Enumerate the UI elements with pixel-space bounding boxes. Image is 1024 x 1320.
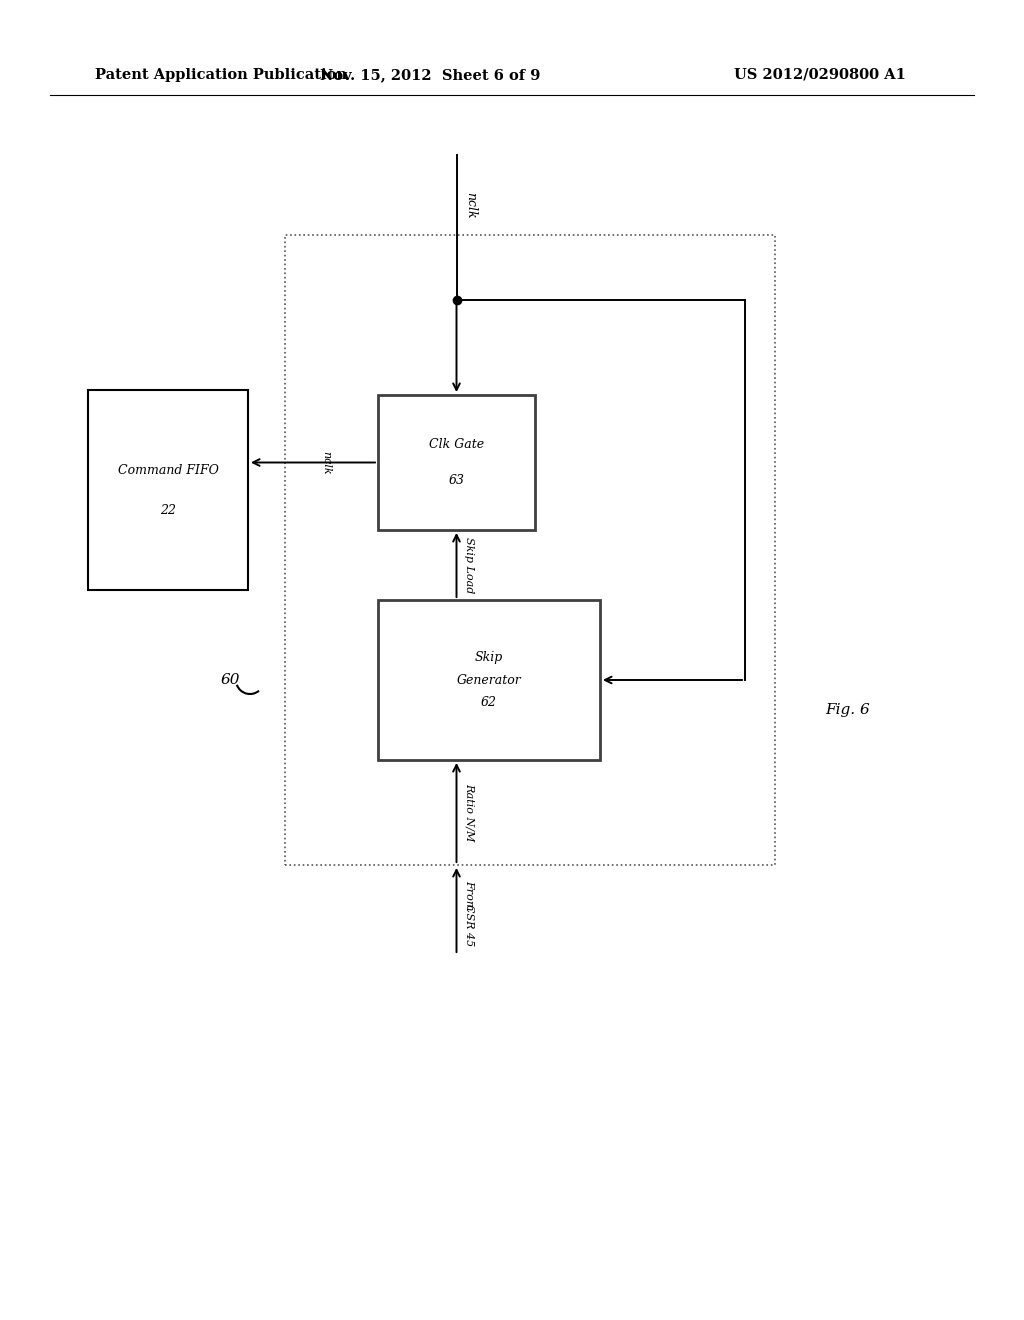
Bar <box>378 601 600 760</box>
Text: Skip: Skip <box>475 652 503 664</box>
Text: Nov. 15, 2012  Sheet 6 of 9: Nov. 15, 2012 Sheet 6 of 9 <box>319 69 541 82</box>
Text: Command FIFO: Command FIFO <box>118 463 218 477</box>
Bar <box>378 395 535 531</box>
Bar <box>285 235 775 865</box>
Text: 22: 22 <box>160 503 176 516</box>
Text: US 2012/0290800 A1: US 2012/0290800 A1 <box>734 69 906 82</box>
Text: nclk: nclk <box>465 191 477 218</box>
Text: From: From <box>465 880 474 911</box>
Text: CSR 45: CSR 45 <box>465 904 474 946</box>
Text: Clk Gate: Clk Gate <box>429 438 484 451</box>
Text: Patent Application Publication: Patent Application Publication <box>95 69 347 82</box>
Text: Ratio N/M: Ratio N/M <box>465 783 474 842</box>
Text: Skip Load: Skip Load <box>465 537 474 593</box>
Text: 62: 62 <box>481 696 497 709</box>
Text: Generator: Generator <box>457 673 521 686</box>
Text: Fig. 6: Fig. 6 <box>825 704 870 717</box>
Text: 63: 63 <box>449 474 465 487</box>
Text: 60: 60 <box>220 673 240 686</box>
Bar <box>88 389 248 590</box>
Text: nclk: nclk <box>321 450 331 474</box>
